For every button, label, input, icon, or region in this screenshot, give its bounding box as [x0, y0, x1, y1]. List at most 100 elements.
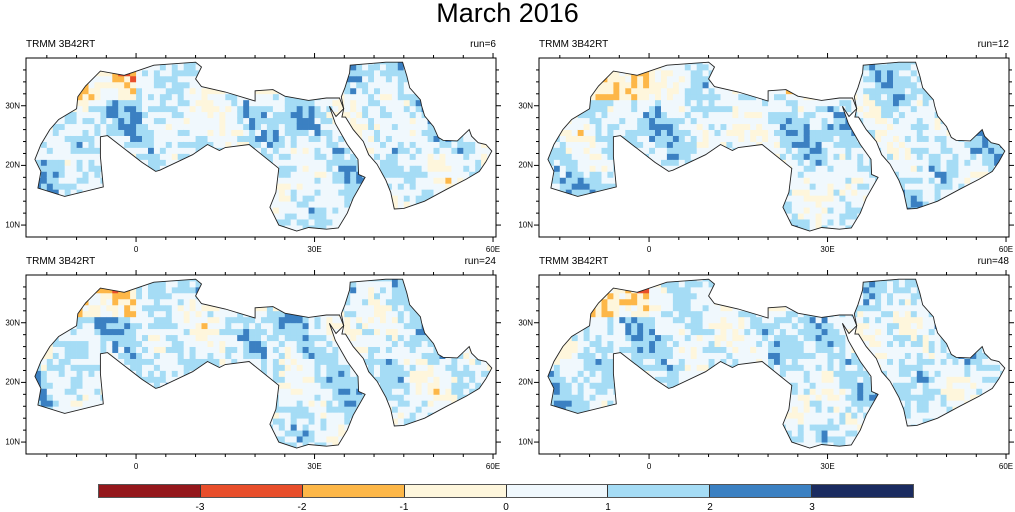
map-cell: [601, 207, 608, 214]
map-cell: [183, 171, 191, 178]
map-cell: [100, 117, 107, 125]
map-cell: [457, 129, 464, 136]
map-cell: [547, 93, 549, 101]
map-cell: [702, 159, 709, 166]
map-cell: [290, 69, 298, 77]
map-cell: [46, 219, 54, 226]
map-cell: [207, 64, 214, 71]
map-cell: [302, 213, 309, 220]
map-cell: [94, 201, 101, 208]
map-cell: [833, 183, 840, 190]
map-cell: [302, 165, 309, 172]
map-cell: [362, 219, 369, 226]
map-cell: [237, 135, 244, 142]
map-cell: [118, 93, 125, 101]
map-cell: [803, 81, 811, 89]
map-cell: [130, 62, 137, 65]
map-cell: [213, 111, 220, 119]
map-cell: [976, 189, 983, 196]
map-cell: [565, 69, 573, 77]
map-cell: [290, 207, 298, 214]
map-cell: [278, 213, 286, 220]
map-cell: [88, 153, 95, 160]
map-cell: [201, 64, 208, 71]
map-cell: [403, 105, 411, 113]
map-cell: [118, 159, 125, 166]
map-cell: [409, 62, 417, 65]
map-cell: [46, 62, 54, 65]
map-cell: [649, 153, 656, 160]
map-cell: [201, 141, 208, 148]
map-cell: [762, 207, 769, 214]
map-cell: [284, 219, 292, 226]
map-cell: [672, 171, 680, 178]
map-cell: [457, 231, 464, 232]
map-cell: [702, 111, 709, 119]
map-cell: [547, 75, 549, 83]
map-cell: [684, 141, 692, 148]
map-cell: [702, 207, 709, 214]
map-cell: [231, 147, 238, 154]
map-cell: [684, 99, 692, 107]
map-cell: [165, 207, 173, 214]
map-cell: [607, 153, 614, 160]
map-cell: [34, 69, 36, 77]
map-cell: [255, 135, 262, 142]
map-cell: [261, 171, 268, 178]
map-cell: [409, 93, 417, 101]
map-cell: [344, 171, 351, 178]
map-cell: [195, 231, 202, 232]
map-cell: [696, 129, 704, 136]
map-cell: [863, 75, 870, 83]
map-cell: [738, 129, 745, 136]
map-cell: [385, 75, 393, 83]
map-cell: [952, 111, 959, 119]
map-cell: [207, 213, 214, 220]
map-cell: [177, 213, 185, 220]
map-cell: [649, 177, 656, 184]
map-cell: [875, 189, 882, 196]
map-cell: [589, 99, 596, 107]
map-cell: [171, 201, 179, 208]
map-cell: [34, 201, 42, 208]
map-cell: [583, 171, 590, 178]
map-cell: [744, 111, 751, 119]
map-cell: [970, 69, 977, 77]
map-cell: [397, 129, 405, 136]
map-cell: [34, 412, 42, 419]
map-cell: [380, 183, 387, 190]
map-cell: [768, 171, 775, 178]
map-cell: [475, 201, 482, 208]
map-cell: [106, 64, 113, 71]
map-cell: [750, 87, 757, 95]
map-cell: [308, 135, 315, 142]
map-cell: [439, 165, 446, 172]
map-cell: [266, 189, 274, 196]
map-cell: [649, 135, 656, 142]
map-cell: [249, 87, 256, 95]
map-cell: [821, 81, 828, 89]
map-cell: [112, 93, 119, 101]
map-cell: [445, 153, 452, 160]
map-cell: [124, 99, 131, 107]
map-cell: [702, 195, 709, 202]
map-cell: [547, 207, 555, 214]
map-cell: [433, 153, 440, 160]
map-cell: [863, 81, 870, 89]
map-cell: [821, 165, 828, 172]
map-cell: [631, 87, 638, 95]
map-cell: [726, 75, 733, 83]
map-cell: [368, 231, 375, 232]
map-cell: [827, 105, 834, 113]
map-cell: [649, 93, 656, 101]
map-cell: [34, 448, 36, 449]
map-cell: [34, 123, 36, 130]
map-cell: [82, 207, 89, 214]
map-cell: [171, 111, 179, 119]
map-cell: [797, 201, 805, 208]
map-cell: [958, 123, 965, 130]
map-cell: [738, 231, 745, 232]
map-cell: [40, 340, 48, 347]
map-cell: [397, 123, 405, 130]
map-cell: [666, 213, 674, 220]
